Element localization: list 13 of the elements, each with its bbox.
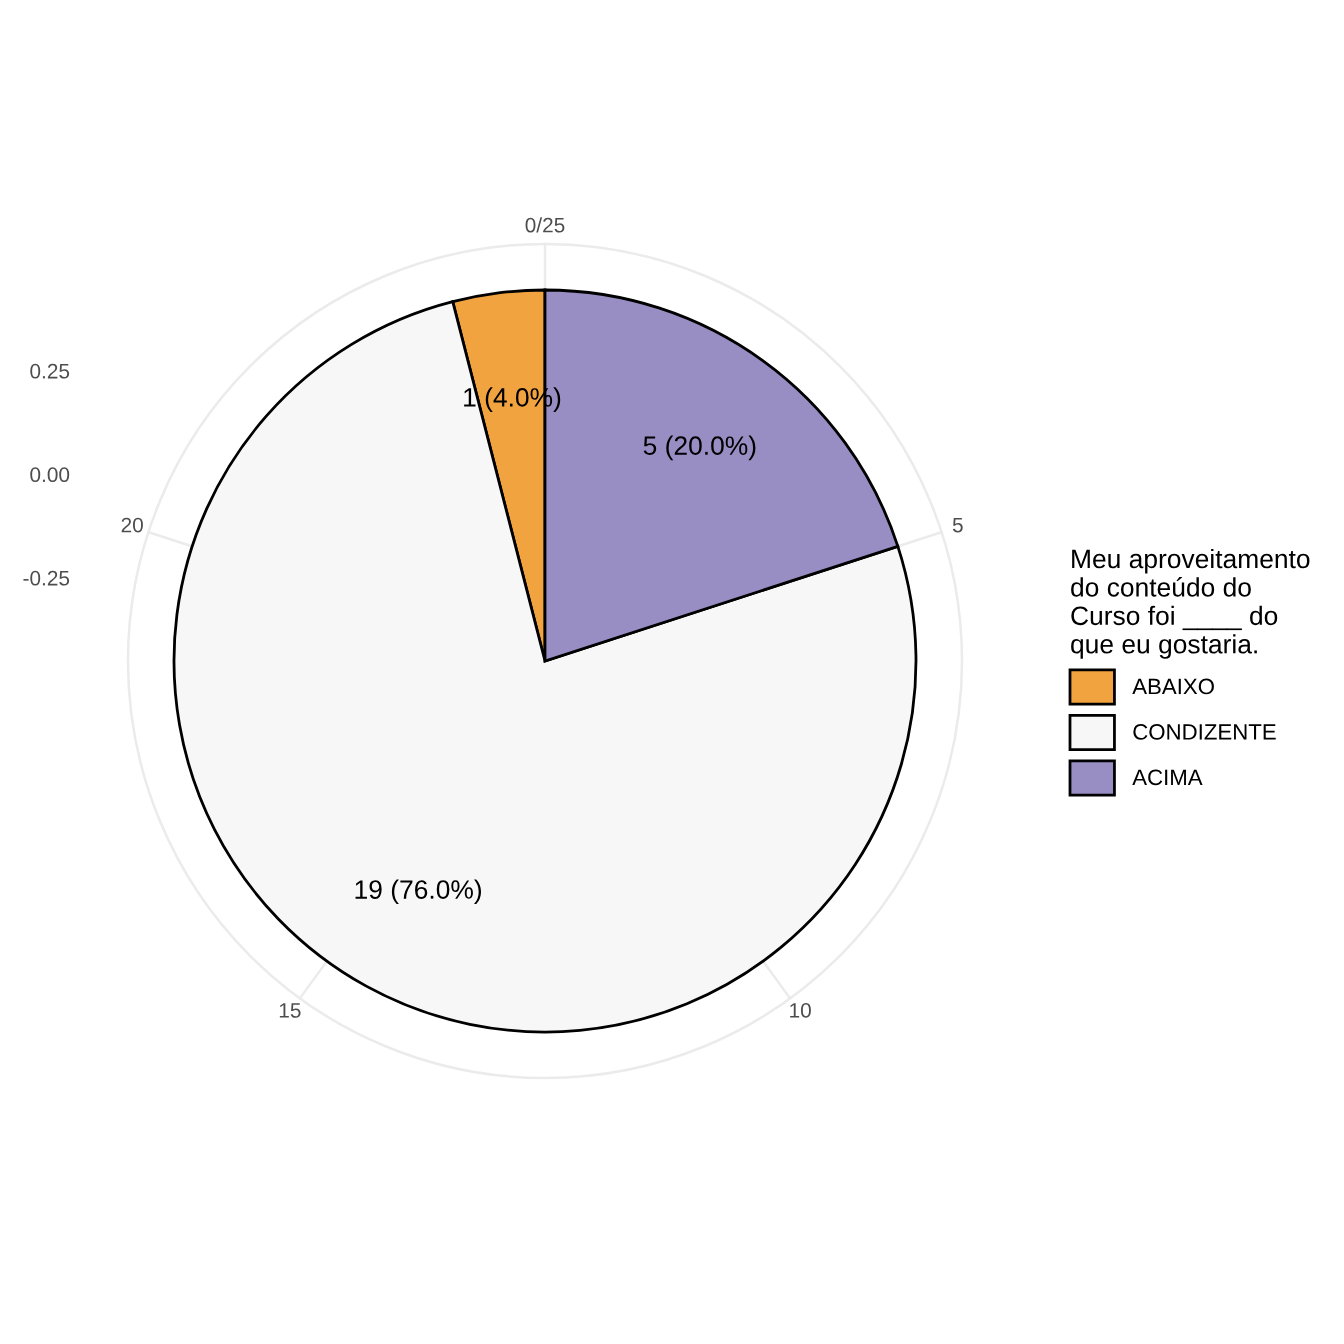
legend-title: Meu aproveitamento do conteúdo do Curso foi ____ do que eu gostaria. bbox=[1071, 548, 1310, 659]
data-label: 5 (20.0%) bbox=[643, 435, 756, 461]
text: 5 bbox=[952, 517, 963, 533]
text: 0/25 bbox=[525, 217, 565, 233]
legend-label: CONDIZENTE bbox=[1133, 724, 1276, 740]
text: 15 bbox=[279, 1003, 301, 1018]
text: 0.00 bbox=[30, 467, 70, 483]
text: -0.25 bbox=[23, 570, 70, 586]
legend-label: ACIMA bbox=[1132, 769, 1203, 786]
text: 0.25 bbox=[30, 363, 70, 379]
text: 20 bbox=[121, 517, 143, 533]
text: 10 bbox=[790, 1003, 811, 1018]
legend-label: ABAIXO bbox=[1132, 678, 1214, 695]
